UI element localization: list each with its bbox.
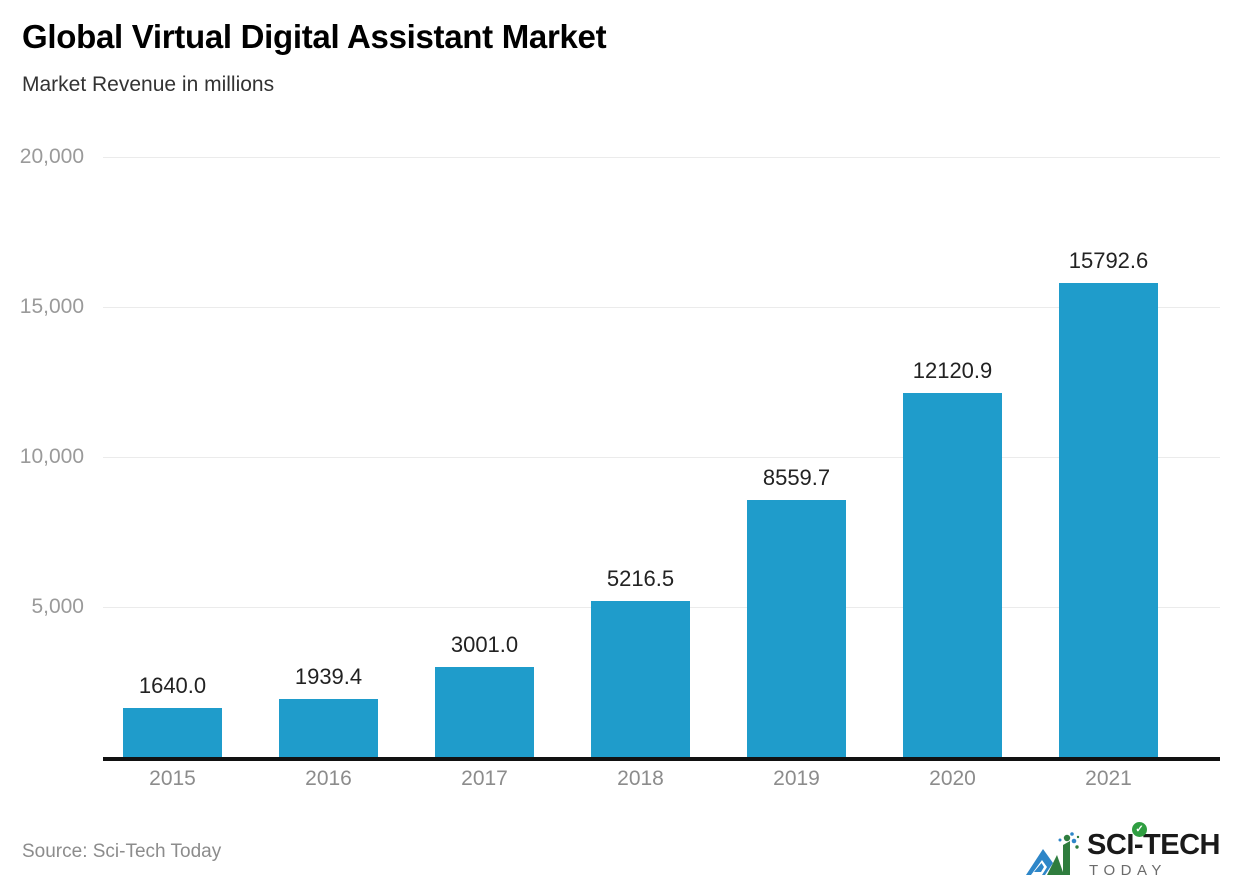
y-axis-tick-label: 20,000	[19, 145, 84, 168]
x-axis-category-label: 2016	[305, 767, 352, 790]
logo-wordmark: SCI-TECH ✓ TODAY	[1087, 821, 1220, 880]
x-axis-line	[103, 757, 1220, 761]
x-axis-category-label: 2019	[773, 767, 820, 790]
logo-name-text: SCI-TECH	[1087, 828, 1220, 861]
gridline	[103, 157, 1220, 158]
x-axis-category-label: 2020	[929, 767, 976, 790]
bar-group: 1939.4 2016	[279, 664, 378, 790]
bar-chart-plot-area: 5,000 10,000 15,000 20,000 1640.0 2015 1939.4…	[0, 140, 1240, 820]
x-axis-category-label: 2018	[617, 767, 664, 790]
logo-tagline: TODAY	[1089, 861, 1167, 879]
bar-group: 15792.6 2021	[1059, 249, 1158, 790]
bar-value-label: 5216.5	[606, 565, 675, 591]
chart-header: Global Virtual Digital Assistant Market …	[22, 16, 1202, 100]
bar-group: 12120.9 2020	[903, 359, 1002, 790]
bar-value-label: 12120.9	[912, 358, 993, 384]
gridline	[103, 307, 1220, 308]
bar-group: 3001.0 2017	[435, 632, 534, 790]
x-axis-category-label: 2017	[461, 767, 508, 790]
bar-group: 5216.5 2018	[591, 566, 690, 790]
bar[interactable]	[591, 600, 690, 757]
chart-footer: Source: Sci-Tech Today SCI-TECH ✓ TODAY	[0, 820, 1240, 890]
sci-tech-today-logo: SCI-TECH ✓ TODAY	[1023, 821, 1220, 882]
bars-layer: 1640.0 2015 1939.4 2016 3001.0 2017 5216.5 2018…	[0, 140, 1240, 820]
mountain-chart-icon	[1026, 832, 1080, 875]
bar[interactable]	[1059, 283, 1158, 757]
bar[interactable]	[123, 707, 222, 757]
chart-subtitle: Market Revenue in millions	[22, 73, 275, 96]
bar[interactable]	[279, 698, 378, 757]
bar[interactable]	[435, 666, 534, 757]
page-title: Global Virtual Digital Assistant Market	[22, 18, 607, 55]
logo-name: SCI-TECH ✓	[1087, 821, 1220, 861]
bar-value-label: 1640.0	[138, 672, 207, 698]
bar-value-label: 1939.4	[294, 663, 363, 689]
y-axis-tick-label: 5,000	[31, 595, 84, 618]
bar-value-label: 3001.0	[450, 631, 519, 657]
x-axis-category-label: 2021	[1085, 767, 1132, 790]
check-badge-icon: ✓	[1132, 821, 1148, 837]
bar-group: 1640.0 2015	[123, 673, 222, 790]
source-note: Source: Sci-Tech Today	[22, 841, 222, 862]
bar[interactable]	[747, 500, 846, 757]
y-axis-tick-label: 15,000	[19, 295, 84, 318]
bar-value-label: 8559.7	[762, 465, 831, 491]
bar-group: 8559.7 2019	[747, 466, 846, 790]
bar[interactable]	[903, 393, 1002, 757]
y-axis-tick-label: 10,000	[19, 445, 84, 468]
x-axis-category-label: 2015	[149, 767, 196, 790]
bar-value-label: 15792.6	[1068, 248, 1149, 274]
gridline	[103, 457, 1220, 458]
